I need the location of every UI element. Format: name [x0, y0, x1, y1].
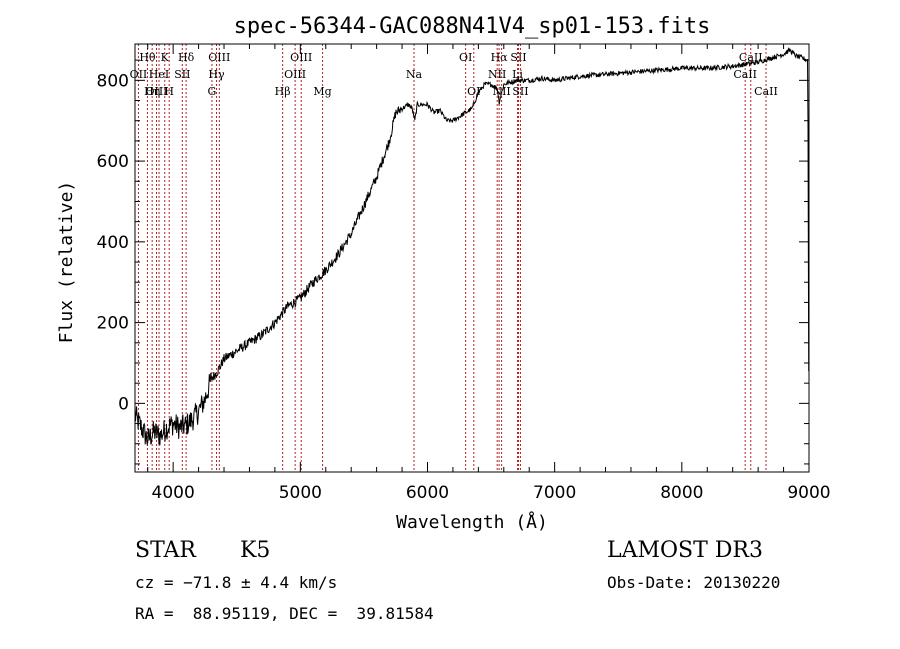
- line-label: Na: [406, 68, 423, 81]
- line-label: CaII: [733, 68, 757, 81]
- line-label: Hα: [491, 51, 509, 64]
- object-subclass: K5: [240, 538, 271, 563]
- x-tick-label: 6000: [406, 483, 449, 503]
- y-axis-label: Flux (relative): [56, 181, 77, 344]
- plot-frame: [134, 43, 810, 473]
- line-label: Hθ: [139, 51, 156, 64]
- line-label: Hη: [144, 85, 160, 98]
- line-markers: Hθ OII OIII K H HeI Hη SII Hδ OIII Hγ G Hβ OIII OIII Mg…: [130, 44, 778, 472]
- line-label: Hβ: [275, 85, 291, 98]
- axes-group: 4000 5000 6000 7000 8000 9000 0 200 400 600 800: [97, 44, 831, 503]
- x-tick-label: 7000: [533, 483, 576, 503]
- line-label: Hδ: [178, 51, 195, 64]
- x-tick-label: 9000: [787, 483, 830, 503]
- line-label: SII: [510, 51, 526, 64]
- line-label: OI: [459, 51, 472, 64]
- x-tick-label: 8000: [660, 483, 703, 503]
- line-label: OIII: [145, 85, 167, 98]
- y-tick-label: 600: [97, 152, 129, 172]
- x-tick-label: 4000: [152, 483, 195, 503]
- line-label: HeI: [149, 68, 169, 81]
- redshift-readout: cz = −71.8 ± 4.4 km/s: [135, 573, 338, 592]
- line-label: OIII: [284, 68, 306, 81]
- line-label: SII: [174, 68, 190, 81]
- line-label: OII: [130, 68, 148, 81]
- y-tick-label: 400: [97, 233, 129, 253]
- line-label: NII: [488, 68, 506, 81]
- survey-name: LAMOST DR3: [607, 538, 763, 563]
- line-label: H: [164, 85, 174, 98]
- line-label: Hγ: [208, 68, 225, 81]
- line-label: CaII: [754, 85, 778, 98]
- line-label: OIII: [208, 51, 230, 64]
- y-tick-label: 800: [97, 71, 129, 91]
- chart-title: spec-56344-GAC088N41V4_sp01-153.fits: [234, 14, 711, 39]
- x-axis-label: Wavelength (Å): [396, 511, 548, 533]
- line-label: Li: [512, 68, 523, 81]
- series-group: [134, 47, 810, 446]
- spectrum-line: [134, 47, 810, 446]
- object-class: STAR: [135, 538, 196, 563]
- x-tick-label: 5000: [279, 483, 322, 503]
- coordinates: RA = 88.95119, DEC = 39.81584: [135, 604, 434, 623]
- line-label: G: [208, 85, 217, 98]
- obs-date: Obs-Date: 20130220: [607, 573, 781, 592]
- line-label: OIII: [290, 51, 312, 64]
- line-label: SII: [512, 85, 528, 98]
- line-label: Mg: [313, 85, 331, 98]
- y-tick-label: 0: [118, 394, 129, 414]
- line-label: K: [161, 51, 170, 64]
- y-tick-label: 200: [97, 314, 129, 334]
